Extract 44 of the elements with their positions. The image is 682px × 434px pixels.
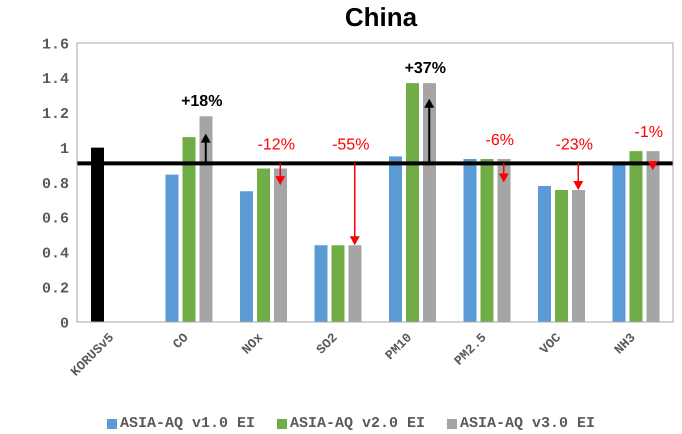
y-tick-label: 0.6: [42, 210, 69, 228]
bar: [332, 245, 344, 322]
legend-label: ASIA-AQ v1.0 EI: [120, 415, 255, 432]
y-tick-label: 0: [60, 315, 69, 332]
bar: [166, 174, 178, 322]
bar: [423, 83, 436, 322]
bar: [538, 186, 551, 322]
annotation: -6%: [486, 132, 514, 149]
bar: [274, 168, 287, 322]
y-tick-label: 1.6: [42, 36, 69, 54]
bar: [406, 83, 419, 322]
x-tick-label: VOC: [536, 330, 564, 358]
bar: [200, 116, 212, 322]
bar: [612, 163, 626, 322]
bar: [498, 158, 510, 322]
x-tick-label: CO: [170, 330, 192, 352]
annotation: -55%: [332, 136, 370, 154]
y-tick-label: 0.2: [42, 280, 69, 298]
x-tick-label: NOx: [238, 330, 266, 358]
bar: [257, 168, 270, 322]
annotation: -1%: [634, 124, 663, 142]
x-tick-label: NH3: [611, 330, 639, 358]
x-tick-label: SO2: [313, 330, 341, 358]
y-tick-label: 1.4: [42, 71, 69, 88]
legend-label: ASIA-AQ v2.0 EI: [290, 415, 426, 432]
bar: [240, 191, 253, 322]
bar: [555, 190, 568, 322]
bar: [480, 158, 494, 322]
bar: [182, 137, 196, 322]
legend-label: ASIA-AQ v3.0 EI: [460, 415, 596, 432]
bar: [389, 156, 402, 322]
bar: [646, 151, 660, 322]
chart-title: China: [344, 2, 418, 33]
annotation: -23%: [556, 136, 593, 154]
y-tick-label: 1.2: [42, 106, 69, 124]
bar: [630, 151, 642, 322]
annotation: +18%: [181, 93, 222, 110]
y-tick-label: 0.4: [42, 246, 69, 263]
annotation: -12%: [258, 136, 295, 154]
bar: [314, 245, 328, 322]
y-tick-label: 1: [60, 140, 69, 158]
y-tick-label: 0.8: [42, 176, 69, 193]
bar: [464, 158, 476, 322]
annotation: +37%: [404, 60, 446, 78]
